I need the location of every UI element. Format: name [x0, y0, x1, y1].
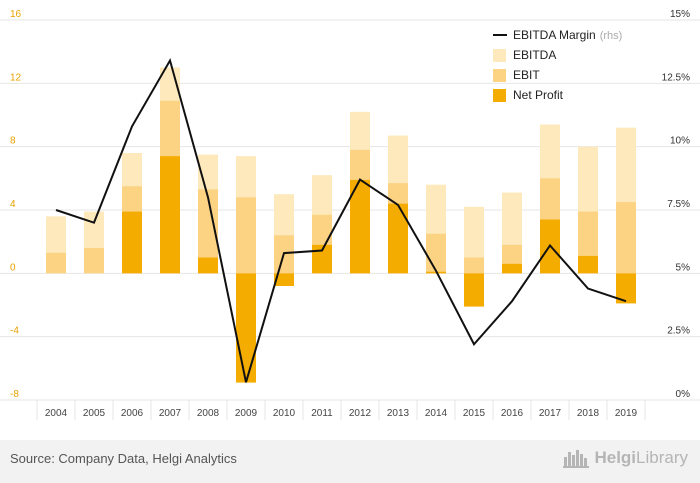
legend-marker	[493, 69, 506, 82]
x-tick-label: 2019	[615, 408, 638, 419]
y2-tick-label: 12.5%	[662, 72, 690, 83]
ebitda-margin-line	[55, 57, 627, 383]
y2-tick-label: 10%	[670, 136, 690, 147]
net-profit-bar	[464, 273, 484, 307]
x-tick-label: 2004	[45, 408, 68, 419]
legend-marker	[493, 89, 506, 102]
net-profit-bar	[236, 273, 256, 383]
x-tick-label: 2005	[83, 408, 106, 419]
y-tick-label: 4	[10, 199, 16, 210]
x-tick-label: 2010	[273, 408, 296, 419]
ebitda-margin-line-layer	[55, 57, 627, 383]
legend-note: (rhs)	[600, 30, 623, 42]
legend-marker	[493, 49, 506, 62]
ebit-bar	[198, 189, 218, 274]
source-text: Source: Company Data, Helgi Analytics	[10, 451, 237, 466]
legend-label: EBITDA Margin	[513, 28, 596, 42]
net-profit-bar	[502, 263, 522, 274]
footer: Source: Company Data, Helgi Analytics He…	[0, 440, 700, 483]
y2-tick-label: 5%	[676, 262, 691, 273]
x-tick-label: 2015	[463, 408, 486, 419]
brand-logo: HelgiLibrary	[563, 448, 688, 468]
net-profit-bar	[312, 244, 332, 274]
x-tick-label: 2016	[501, 408, 524, 419]
y-tick-label: 16	[10, 9, 22, 20]
brand-name-part1: Helgi	[594, 448, 637, 467]
x-tick-label: 2018	[577, 408, 600, 419]
y-tick-label: 0	[10, 262, 16, 273]
skyline-icon	[563, 450, 590, 468]
net-profit-bar	[198, 257, 218, 274]
net-profit-bar	[578, 255, 598, 274]
net-profit-bar	[160, 156, 180, 274]
y2-tick-label: 0%	[676, 389, 691, 400]
y2-tick-label: 15%	[670, 9, 690, 20]
net-profit-bar	[122, 211, 142, 274]
x-tick-label: 2008	[197, 408, 220, 419]
legend: EBITDA Margin (rhs) EBITDA EBIT Net Profit	[493, 28, 622, 102]
net-profit-bar	[388, 203, 408, 274]
y2-tick-label: 2.5%	[667, 326, 690, 337]
bars	[46, 67, 636, 383]
y-tick-label: 8	[10, 136, 16, 147]
y-tick-label: -8	[10, 389, 19, 400]
legend-label: EBIT	[513, 68, 540, 82]
ebit-bar	[426, 233, 446, 274]
x-tick-label: 2012	[349, 408, 372, 419]
y-tick-label: 12	[10, 72, 22, 83]
ebit-bar	[46, 252, 66, 274]
legend-label: Net Profit	[513, 88, 564, 102]
ebitda-bar	[464, 206, 484, 274]
x-tick-label: 2017	[539, 408, 562, 419]
ebit-bar	[236, 197, 256, 274]
axes: 16 15% 12 12.5% 8 10% 4 7.5% 0 5% -4 2.5% -8 0% 2004 20…	[10, 9, 690, 419]
y2-tick-label: 7.5%	[667, 199, 690, 210]
x-tick-label: 2007	[159, 408, 182, 419]
x-tick-label: 2014	[425, 408, 448, 419]
ebit-bar	[84, 248, 104, 274]
net-profit-bar	[616, 273, 636, 304]
ebit-bar	[616, 202, 636, 274]
x-tick-label: 2009	[235, 408, 258, 419]
legend-label: EBITDA	[513, 48, 556, 62]
y-tick-label: -4	[10, 326, 19, 337]
x-tick-label: 2013	[387, 408, 410, 419]
brand-name-part2: Library	[636, 448, 688, 467]
ebit-bar	[464, 257, 484, 274]
x-tick-label: 2011	[311, 408, 333, 419]
net-profit-bar	[350, 179, 370, 274]
chart: 16 15% 12 12.5% 8 10% 4 7.5% 0 5% -4 2.5% -8 0% 2004 20…	[0, 9, 700, 420]
net-profit-bar	[274, 273, 294, 286]
x-tick-label: 2006	[121, 408, 144, 419]
